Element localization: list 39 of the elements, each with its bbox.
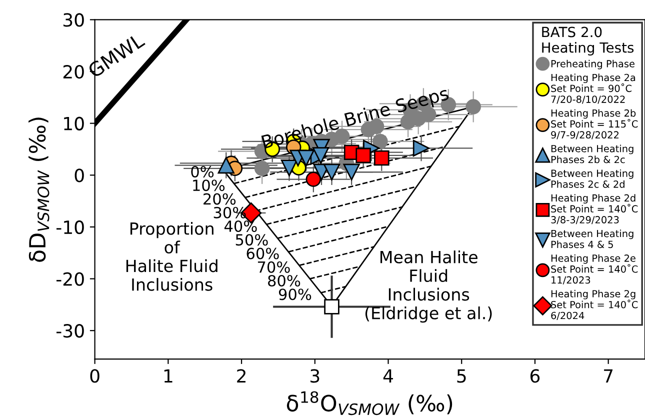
annotation: 20% — [204, 193, 236, 205]
y-tick-label: 20 — [63, 64, 84, 79]
annotation: 70% — [258, 261, 290, 273]
x-tick-label: 7 — [604, 369, 613, 383]
legend-label: Heating Phase 2g Set Point = 140˚C 6/2024 — [551, 290, 638, 320]
x-tick-label: 3 — [310, 369, 320, 383]
legend-label: Heating Phase 2d Set Point = 140˚C 3/8-3/29/2023 — [551, 194, 638, 224]
annotation: 90% — [278, 288, 312, 300]
y-tick-label: 30 — [63, 13, 84, 27]
x-tick-label: 1 — [164, 369, 172, 383]
x-tick-label: 5 — [457, 369, 466, 383]
x-axis-title: δ$^{18}$O$_{VSMOW}$ (‰) — [286, 391, 452, 416]
annotation: 50% — [236, 234, 268, 246]
y-tick-label: -10 — [56, 220, 84, 234]
annotation: 0% — [191, 166, 214, 178]
legend-label: Between Heating Phases 2b & 2c — [551, 144, 634, 164]
annotation: Mean Halite Fluid Inclusions (Eldridge et al.) — [365, 250, 492, 323]
legend-label: Heating Phase 2a Set Point = 90˚C 7/20-8/10/2022 — [551, 74, 636, 104]
y-axis-title: δD$_{VSMOW}$ (‰) — [28, 118, 50, 262]
legend-label: Between Heating Phases 4 & 5 — [551, 230, 634, 248]
legend-label: Preheating Phase — [551, 60, 634, 70]
legend-label: Between Heating Phases 2c & 2d — [551, 169, 634, 188]
y-tick-label: -20 — [56, 272, 84, 286]
y-tick-label: 0 — [74, 168, 84, 182]
x-tick-label: 6 — [530, 369, 540, 383]
annotation: 60% — [246, 248, 279, 260]
x-tick-label: 2 — [237, 369, 246, 383]
x-tick-label: 4 — [383, 369, 393, 383]
x-tick-label: 0 — [90, 369, 100, 383]
annotation: 10% — [193, 180, 225, 192]
annotation: 80% — [268, 274, 300, 287]
annotation: Borehole Brine Seeps — [261, 86, 450, 152]
legend-label: Heating Phase 2b Set Point = 115˚C 9/7-9/28/2022 — [551, 109, 638, 140]
legend-title: BATS 2.0 Heating Tests — [542, 26, 634, 56]
y-tick-label: 10 — [64, 116, 84, 130]
annotation: Proportion of Halite Fluid Inclusions — [126, 222, 218, 291]
annotation: 40% — [224, 220, 257, 232]
legend-label: Heating Phase 2e Set Point = 140˚C 11/2023 — [551, 254, 638, 284]
y-tick-label: -30 — [56, 324, 84, 338]
